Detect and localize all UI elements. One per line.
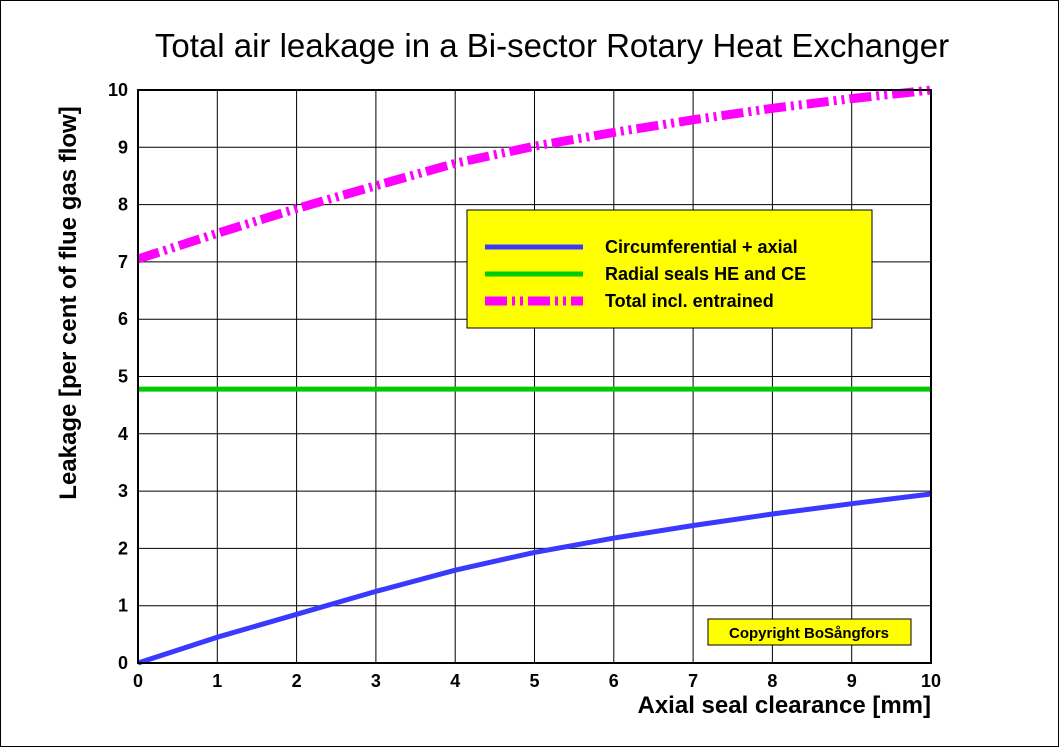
copyright-text: Copyright BoSångfors <box>729 625 889 642</box>
legend-items: Circumferential + axial Radial seals HE a… <box>485 237 806 311</box>
x-tick-label: 3 <box>371 671 381 691</box>
y-tick-label: 0 <box>118 653 128 673</box>
y-tick-label: 4 <box>118 424 128 444</box>
copyright-box: Copyright BoSångfors <box>707 618 912 646</box>
x-tick-label: 1 <box>212 671 222 691</box>
grid-layer <box>137 89 932 664</box>
x-tick-label: 2 <box>292 671 302 691</box>
x-tick-label: 10 <box>921 671 941 691</box>
x-tick-label: 8 <box>767 671 777 691</box>
y-tick-label: 5 <box>118 367 128 387</box>
copyright-background <box>707 618 912 646</box>
x-axis-label: Axial seal clearance [mm] <box>638 692 932 719</box>
x-tick-label: 9 <box>847 671 857 691</box>
x-tick-label: 4 <box>450 671 460 691</box>
y-axis-label: Leakage [per cent of flue gas flow] <box>55 106 82 499</box>
series-line-3 <box>136 85 932 264</box>
y-tick-label: 10 <box>108 80 128 100</box>
chart-title: Total air leakage in a Bi-sector Rotary … <box>155 27 949 64</box>
legend-label-3: Total incl. entrained <box>605 291 774 311</box>
legend-label-1: Circumferential + axial <box>605 237 798 257</box>
y-tick-label: 7 <box>118 252 128 272</box>
y-tick-label: 3 <box>118 481 128 501</box>
legend-label-2: Radial seals HE and CE <box>605 264 806 284</box>
y-tick-label: 9 <box>118 137 128 157</box>
y-tick-label: 8 <box>118 195 128 215</box>
axis-layer: 0 1 2 3 4 5 6 7 8 9 10 0 1 2 3 4 5 6 7 8 9 10 <box>108 80 941 691</box>
x-tick-label: 7 <box>688 671 698 691</box>
y-tick-label: 2 <box>118 538 128 558</box>
plot-area-border <box>137 89 932 664</box>
x-tick-label: 0 <box>133 671 143 691</box>
y-tick-label: 6 <box>118 309 128 329</box>
legend-box <box>466 209 873 329</box>
y-tick-label: 1 <box>118 596 128 616</box>
x-tick-label: 5 <box>529 671 539 691</box>
series-line-1 <box>137 491 932 666</box>
legend: Circumferential + axial Radial seals HE a… <box>466 209 873 329</box>
x-tick-label: 6 <box>609 671 619 691</box>
series-layer <box>136 85 932 666</box>
